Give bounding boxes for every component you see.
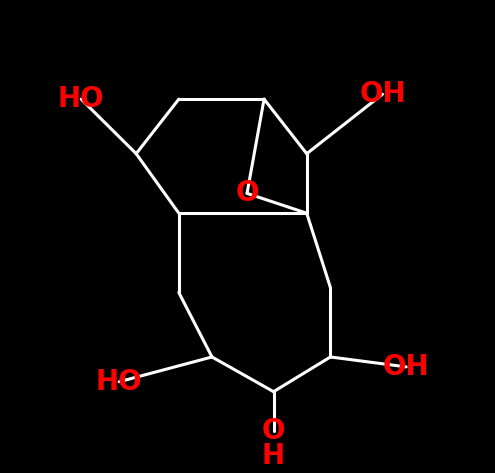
Text: OH: OH [359,80,406,108]
Text: HO: HO [58,85,104,113]
Text: H: H [262,442,285,470]
Text: O: O [262,417,285,446]
Text: HO: HO [96,368,143,396]
Text: O: O [235,179,259,207]
Text: OH: OH [383,353,430,381]
